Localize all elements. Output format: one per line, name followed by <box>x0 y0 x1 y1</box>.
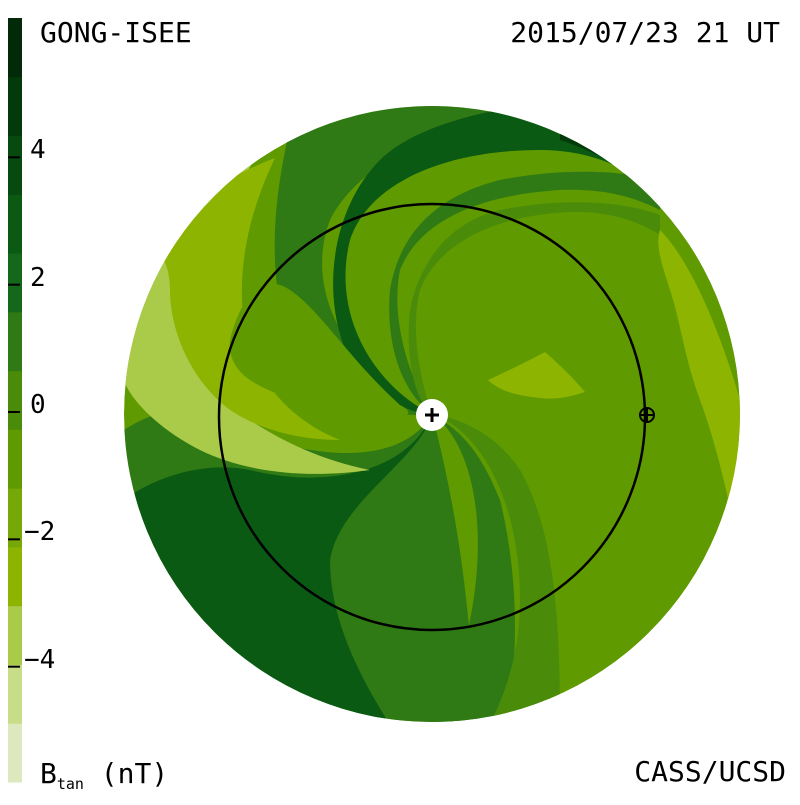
left-light-band-inner <box>150 158 340 440</box>
credit-label: CASS/UCSD <box>634 755 786 788</box>
colorbar-segment <box>8 18 22 78</box>
earth-orbit-circle <box>217 202 647 632</box>
colorbar-tick-label: 0 <box>30 390 46 420</box>
spiral-arm-upper-mid <box>389 171 660 414</box>
colorbar-tick-label: −2 <box>24 517 56 548</box>
colorbar-tick-label: 4 <box>30 135 46 166</box>
unit-sub: tan <box>56 775 84 793</box>
center-light-patch <box>488 352 585 399</box>
colorbar-segment <box>8 194 22 254</box>
left-mid-band <box>229 283 409 419</box>
colorbar-segment <box>8 76 22 137</box>
colorbar-tick-label: 2 <box>30 262 46 293</box>
timestamp: 2015/07/23 21 UT <box>510 16 780 49</box>
colorbar-segment <box>8 311 22 372</box>
colorbar-segment <box>8 488 22 548</box>
spiral-arm-lower-mid <box>420 414 515 722</box>
sun-plus-symbol <box>416 399 448 431</box>
right-light-band <box>658 230 740 560</box>
colorbar-segment <box>8 546 22 607</box>
colorbar-segment <box>8 370 22 430</box>
unit-suffix: (nT) <box>83 757 169 790</box>
colorbar-segment <box>8 605 22 665</box>
colorbar-segment <box>8 723 22 783</box>
unit-main: B <box>40 757 57 790</box>
earth-symbol <box>639 407 655 423</box>
colorbar-unit-label: Btan (nT) <box>40 757 169 793</box>
colorbar <box>8 18 22 783</box>
spiral-arm-lower-mid2 <box>432 414 560 722</box>
colorbar-segment <box>8 664 22 724</box>
colorbar-segment <box>8 253 22 313</box>
source-label: GONG-ISEE <box>40 16 192 49</box>
colorbar-segment <box>8 429 22 489</box>
colorbar-tick-label: −4 <box>24 644 56 675</box>
colorbar-segment <box>8 135 22 195</box>
